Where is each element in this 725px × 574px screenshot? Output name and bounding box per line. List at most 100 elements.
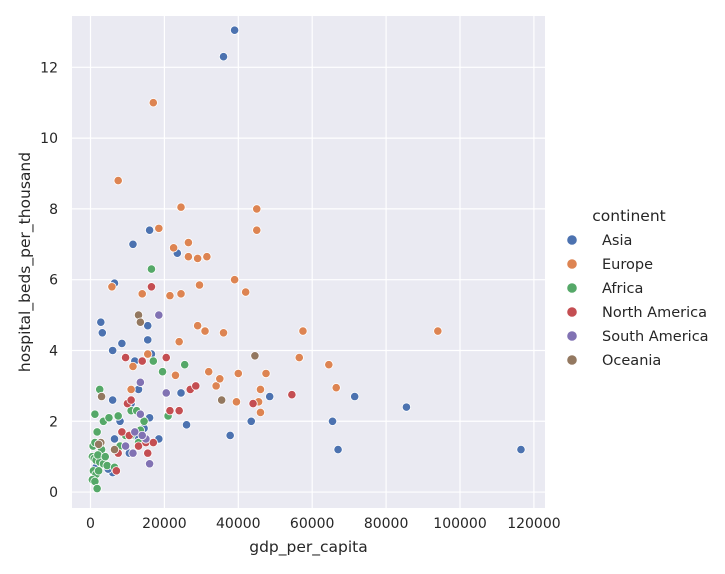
data-point-europe — [204, 367, 214, 377]
data-point-europe — [294, 352, 304, 363]
data-point-oceania — [94, 439, 104, 449]
data-point-europe — [174, 337, 184, 347]
data-point-south-america — [128, 448, 138, 458]
data-point-asia — [108, 395, 118, 405]
data-point-europe — [170, 370, 181, 380]
legend: continent Asia Europe Africa North America S… — [566, 207, 709, 369]
data-point-europe — [200, 326, 210, 336]
data-point-africa — [180, 360, 190, 370]
data-point-north-america — [111, 466, 121, 476]
data-point-europe — [165, 291, 175, 301]
data-point-africa — [113, 411, 123, 421]
data-point-asia — [108, 345, 118, 356]
data-point-north-america — [143, 448, 153, 458]
data-point-asia — [246, 416, 256, 426]
data-point-north-america — [146, 282, 157, 292]
data-point-asia — [128, 239, 138, 249]
data-point-europe — [107, 282, 117, 292]
data-point-africa — [146, 264, 157, 274]
data-point-africa — [90, 409, 100, 419]
data-point-north-america — [165, 406, 175, 416]
data-point-europe — [154, 223, 164, 233]
legend-marker — [566, 234, 578, 246]
data-point-europe — [176, 289, 186, 299]
data-point-europe — [202, 252, 212, 262]
x-tick-label: 60000 — [290, 516, 335, 532]
x-axis-label: gdp_per_capita — [249, 538, 368, 557]
y-tick-label: 0 — [49, 485, 58, 501]
data-point-asia — [176, 388, 186, 398]
data-point-europe — [331, 383, 341, 393]
data-point-europe — [261, 368, 271, 379]
y-tick-labels: 0 2 4 6 8 10 12 — [40, 60, 58, 501]
legend-marker — [566, 258, 578, 270]
legend-label: Asia — [602, 233, 632, 249]
x-tick-labels: 0 20000 40000 60000 80000 100000 120000 — [86, 516, 561, 532]
legend-marker — [566, 282, 578, 294]
legend-label: South America — [602, 329, 709, 345]
data-point-europe — [215, 374, 225, 384]
y-tick-label: 4 — [49, 343, 58, 359]
data-point-europe — [241, 287, 251, 297]
legend-label: Europe — [602, 257, 653, 273]
data-point-europe — [193, 321, 203, 331]
data-points — [87, 25, 526, 494]
data-point-south-america — [130, 427, 140, 437]
data-point-north-america — [133, 441, 144, 451]
data-point-asia — [218, 52, 229, 62]
data-point-europe — [255, 384, 266, 395]
x-tick-label: 0 — [86, 516, 95, 532]
x-tick-label: 40000 — [216, 516, 261, 532]
y-axis-label: hospital_beds_per_thousand — [16, 152, 35, 372]
data-point-oceania — [135, 317, 145, 327]
data-point-africa — [102, 460, 112, 471]
data-point-asia — [96, 317, 106, 327]
data-point-europe — [433, 326, 443, 336]
legend-marker — [566, 306, 578, 318]
data-point-asia — [225, 430, 235, 441]
data-point-north-america — [161, 352, 171, 363]
data-point-europe — [324, 360, 334, 370]
data-point-europe — [233, 368, 243, 379]
data-point-asia — [143, 335, 153, 345]
data-point-oceania — [96, 391, 107, 402]
legend-label: Africa — [602, 281, 643, 297]
data-point-asia — [145, 225, 155, 235]
data-point-europe — [126, 384, 136, 395]
legend-title: continent — [592, 207, 665, 225]
data-point-asia — [181, 420, 192, 430]
data-point-oceania — [109, 444, 120, 455]
data-point-oceania — [217, 395, 227, 405]
data-point-south-america — [120, 441, 131, 451]
x-tick-label: 120000 — [507, 516, 560, 532]
data-point-europe — [148, 98, 158, 108]
data-point-asia — [265, 391, 275, 402]
data-point-europe — [252, 204, 262, 214]
data-point-asia — [333, 444, 343, 455]
data-point-africa — [92, 427, 102, 437]
data-point-africa — [104, 413, 114, 423]
data-point-asia — [327, 416, 338, 426]
data-point-north-america — [248, 398, 258, 409]
y-tick-label: 8 — [49, 202, 58, 218]
data-point-north-america — [117, 427, 127, 437]
data-point-asia — [143, 321, 153, 331]
data-point-africa — [92, 483, 102, 494]
x-tick-label: 80000 — [364, 516, 409, 532]
data-point-north-america — [148, 437, 158, 448]
x-tick-label: 100000 — [433, 516, 486, 532]
data-point-asia — [401, 402, 412, 412]
data-point-europe — [211, 381, 221, 391]
data-point-europe — [298, 326, 308, 336]
data-point-asia — [97, 328, 107, 338]
data-point-europe — [229, 275, 240, 285]
data-point-europe — [193, 253, 203, 264]
data-point-europe — [143, 349, 153, 359]
data-point-europe — [218, 328, 229, 338]
x-tick-label: 20000 — [142, 516, 187, 532]
data-point-south-america — [154, 310, 164, 320]
y-tick-label: 6 — [49, 273, 58, 289]
legend-label: Oceania — [602, 353, 661, 369]
data-point-north-america — [287, 390, 297, 400]
